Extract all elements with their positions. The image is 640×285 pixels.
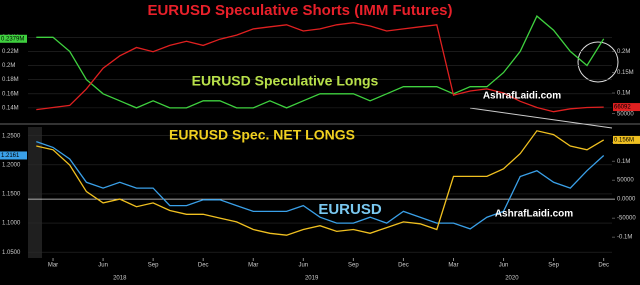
- y2-tick-label: 50000: [617, 111, 634, 117]
- value-label-box: [613, 135, 640, 144]
- y-tick-label: 0.14M: [2, 105, 19, 111]
- y-tick-label: 1.2500: [2, 133, 21, 139]
- x-tick-label: Mar: [48, 263, 58, 269]
- x-tick-label: Sep: [148, 263, 159, 269]
- x-tick-label: Jun: [499, 263, 509, 269]
- annotation: EURUSD Speculative Longs: [192, 73, 379, 89]
- x-tick-label: Jun: [298, 263, 308, 269]
- annotation: AshrafLaidi.com: [495, 209, 573, 220]
- series-line: [36, 140, 605, 230]
- y2-tick-label: 0.15M: [617, 70, 634, 76]
- y2-tick-label: 0.0000: [617, 197, 636, 203]
- year-label: 2019: [305, 276, 319, 282]
- chart-title: EURUSD Spec. NET LONGS: [169, 127, 355, 143]
- y-tick-label: 1.1000: [2, 221, 21, 227]
- y-tick-label: 1.2000: [2, 162, 21, 168]
- y2-tick-label: 0.2M: [617, 49, 630, 55]
- y2-tick-label: -50000: [617, 216, 636, 222]
- y-tick-label: 1.0500: [2, 250, 21, 256]
- x-tick-label: Dec: [198, 263, 209, 269]
- x-tick-label: Jun: [98, 263, 108, 269]
- highlight-circle: [577, 41, 619, 83]
- y-tick-label: 0.16M: [2, 91, 19, 97]
- value-label: 66092: [614, 105, 631, 111]
- x-tick-label: Mar: [448, 263, 458, 269]
- value-label-box: [613, 103, 640, 112]
- value-label: 1.2161: [1, 153, 20, 159]
- value-label-box: [0, 34, 27, 43]
- series-line: [36, 15, 605, 109]
- y-tick-label: 0.22M: [2, 49, 19, 55]
- x-tick-label: Dec: [598, 263, 609, 269]
- value-label: 0.156M: [614, 137, 634, 143]
- annotation: AshrafLaidi.com: [483, 91, 561, 102]
- y2-tick-label: -0.1M: [617, 235, 632, 241]
- year-label: 2020: [505, 276, 519, 282]
- series-line: [36, 22, 604, 113]
- x-tick-label: Sep: [548, 263, 559, 269]
- y-tick-label: 0.18M: [2, 77, 19, 83]
- annotation: EURUSD: [318, 201, 382, 218]
- y2-tick-label: 50000: [617, 178, 634, 184]
- chart-title: EURUSD Speculative Shorts (IMM Futures): [147, 2, 452, 19]
- y2-tick-label: 0.1M: [617, 159, 630, 165]
- trend-line: [469, 107, 613, 129]
- value-label: 0.2379M: [1, 36, 24, 42]
- y2-tick-label: 0.1M: [617, 91, 630, 97]
- year-label: 2018: [113, 276, 127, 282]
- value-label-box: [0, 151, 27, 160]
- x-tick-label: Sep: [348, 263, 359, 269]
- x-tick-label: Dec: [398, 263, 409, 269]
- x-tick-label: Mar: [248, 263, 258, 269]
- y-tick-label: 0.2M: [2, 63, 15, 69]
- series-line: [36, 130, 605, 236]
- shade: [28, 127, 42, 258]
- y-tick-label: 1.1500: [2, 192, 21, 198]
